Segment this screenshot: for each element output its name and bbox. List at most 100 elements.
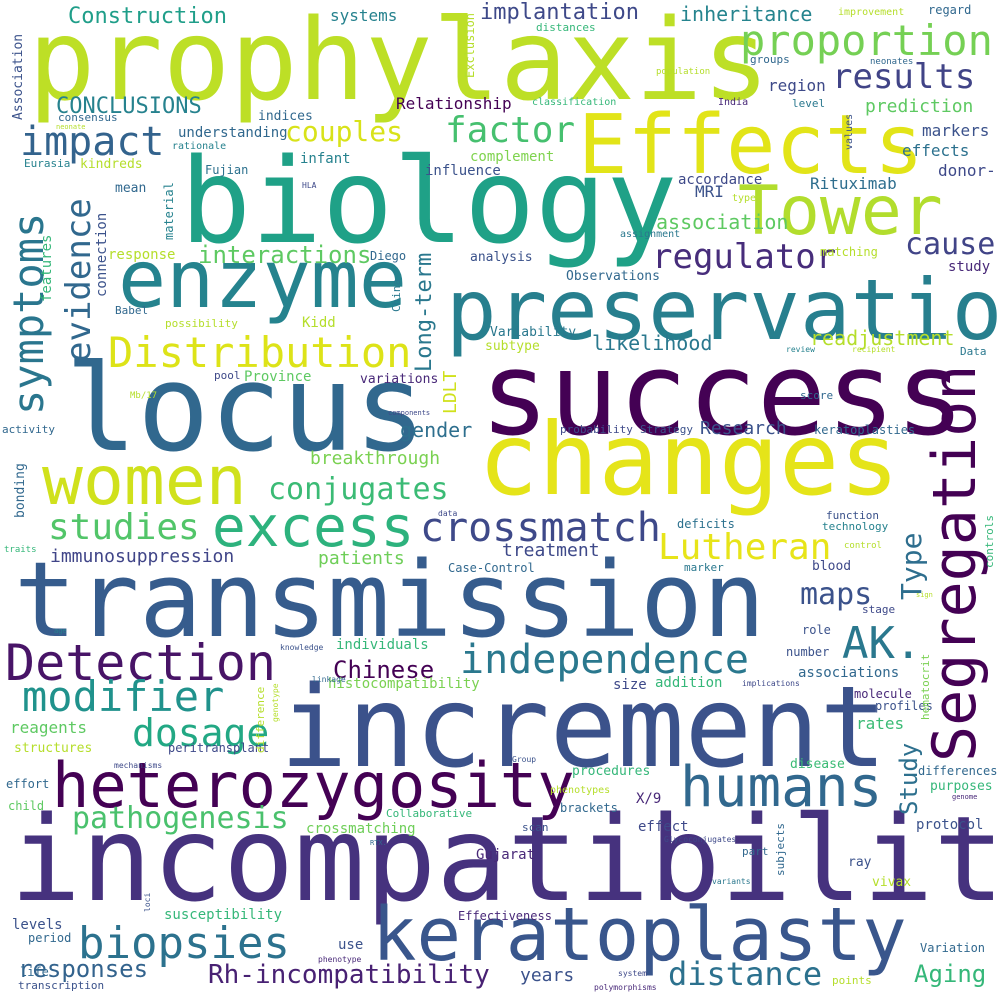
word: inheritance [680,2,813,26]
word: humans [680,755,883,820]
word: blood [812,559,852,574]
word: women [42,442,247,521]
word: Segregation [920,364,990,762]
word: connection [94,212,110,297]
word: genotype [271,683,280,722]
word: donor- [938,161,996,180]
word: use [338,937,364,953]
word: classification [532,97,617,108]
word: groups [750,53,790,66]
word: peritransplant [168,741,270,755]
word: knowledge [280,643,324,652]
word: Tower [738,172,943,251]
word: stage [862,603,896,616]
word: neonate [56,123,86,131]
word: modifier [22,672,225,721]
word: Diego [370,249,407,263]
word: gender [400,418,473,442]
word: excess [212,495,415,560]
word: variations [360,372,439,387]
word: difference [254,686,267,753]
word: pool [214,369,241,382]
word: changes [478,401,900,518]
word: increment [280,663,887,793]
word: traits [4,545,37,555]
word: Variability [490,325,577,340]
word: level [792,97,826,110]
word: activity [2,423,55,436]
word: transmission [14,539,766,661]
word: conjugates [268,472,449,507]
word: Chinese [333,656,435,684]
word: rates [856,714,905,733]
word: impact [20,119,165,165]
word: couples [285,115,404,148]
word: pathogenesis [72,801,289,836]
word: review [786,345,815,354]
word: breakthrough [310,448,441,469]
word: histocompatibility [328,676,480,692]
word: HLA [302,181,317,190]
word: years [520,965,575,986]
word: regulator [652,237,837,277]
word: Eurasia [24,157,71,170]
word: Gujarat [476,847,536,863]
word: Case-Control [448,561,535,575]
word: deficits [677,517,735,531]
word: response [108,247,176,263]
word: Lutheran [658,527,832,568]
word: genome [952,793,978,801]
word: Study [895,742,923,815]
word: results [832,57,976,97]
word: types [732,193,763,204]
word: differences [918,764,998,778]
word: locus [65,340,427,479]
word: heterozygosity [52,749,575,822]
word: MRI [695,182,724,201]
word: part [742,845,769,858]
word: Kidd [302,315,336,331]
word: CONCLUSIONS [56,94,202,119]
word: regard [928,3,972,17]
word: Collaborative [386,807,473,820]
word: population [656,67,711,77]
word: matching [820,245,878,259]
word: Rituximab [810,174,897,193]
word: reagents [10,718,88,737]
word: keratoplasty [372,892,907,978]
word: variants [712,877,751,886]
word: role [802,623,831,637]
word: rationale [172,141,227,152]
word: Strategy [640,423,693,436]
word: accordance [678,172,763,188]
word: phenotypes [550,785,611,796]
word: prediction [865,96,974,117]
word: cause [905,227,996,262]
word: Association [11,33,26,120]
word: vivax [872,875,912,890]
word: Type [895,532,928,600]
word: linkage [312,675,346,684]
word: technology [822,520,889,533]
word: consensus [58,111,118,124]
word: Long-term [412,252,437,372]
word: structures [14,741,93,756]
word: crossmatch [420,505,661,551]
word: studies [48,507,200,548]
word: data [438,509,458,518]
word: independence [460,637,749,683]
word: subjects [774,823,787,876]
word: study [948,259,991,275]
word: X/9 [636,791,662,807]
word: interactions [198,241,372,269]
word: Research [700,418,787,439]
word: disease [790,757,845,772]
word: points [832,974,872,987]
word: influence [425,163,501,179]
word: region [768,76,826,95]
word: complement [470,149,555,165]
word: treatment [502,540,600,561]
word: prophylaxis [28,0,770,126]
word: components [388,409,431,417]
word: ray [848,855,872,870]
